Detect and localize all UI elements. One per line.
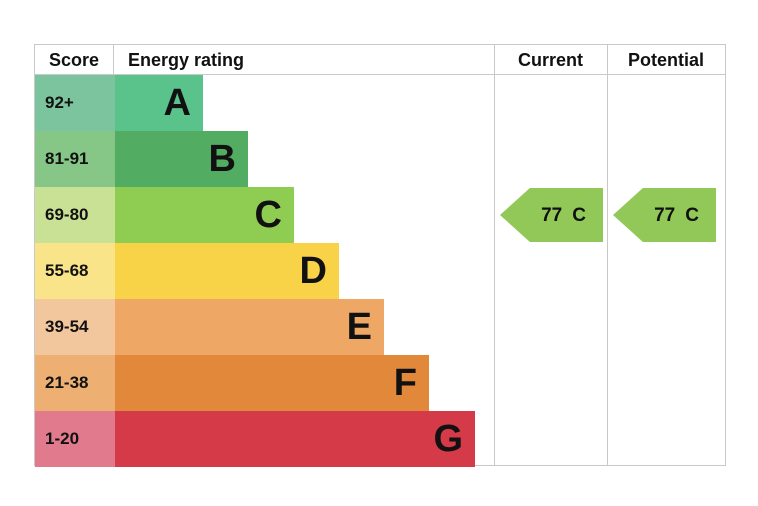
table-header-row: Score Energy rating Current Potential <box>35 45 725 75</box>
band-bar: F <box>115 355 429 411</box>
band-score-cell: 39-54 <box>35 299 115 355</box>
band-letter: E <box>346 306 372 348</box>
band-letter: A <box>163 82 191 124</box>
band-row-e: 39-54 E <box>35 299 725 355</box>
header-potential: Potential <box>627 49 704 70</box>
header-score: Score <box>35 45 114 74</box>
potential-band-letter: C <box>685 204 699 226</box>
band-bar: G <box>115 411 475 467</box>
band-bar: B <box>115 131 248 187</box>
band-row-g: 1-20 G <box>35 411 725 467</box>
band-score-cell: 81-91 <box>35 131 115 187</box>
band-bar: D <box>115 243 339 299</box>
band-row-d: 55-68 D <box>35 243 725 299</box>
band-letter: C <box>254 194 282 236</box>
potential-score-value: 77 <box>654 204 676 226</box>
band-bar: E <box>115 299 384 355</box>
header-current: Current <box>517 49 583 70</box>
potential-column-divider <box>607 45 608 465</box>
band-score-cell: 69-80 <box>35 187 115 243</box>
band-letter: F <box>393 362 417 404</box>
band-bar: A <box>115 75 203 131</box>
band-letter: B <box>208 138 236 180</box>
band-row-f: 21-38 F <box>35 355 725 411</box>
current-column-divider <box>494 45 495 465</box>
band-letter: D <box>299 250 327 292</box>
band-score-cell: 1-20 <box>35 411 115 467</box>
band-row-b: 81-91 B <box>35 131 725 187</box>
current-band-letter: C <box>572 204 586 226</box>
rating-table: Score Energy rating Current Potential 92… <box>34 44 726 467</box>
band-score-cell: 55-68 <box>35 243 115 299</box>
band-bar: C <box>115 187 294 243</box>
band-row-a: 92+ A <box>35 75 725 131</box>
band-score-cell: 21-38 <box>35 355 115 411</box>
band-letter: G <box>433 418 463 460</box>
band-row-c: 69-80 C <box>35 187 725 243</box>
current-score-value: 77 <box>541 204 563 226</box>
band-score-cell: 92+ <box>35 75 115 131</box>
header-energy-rating: Energy rating <box>128 49 245 70</box>
